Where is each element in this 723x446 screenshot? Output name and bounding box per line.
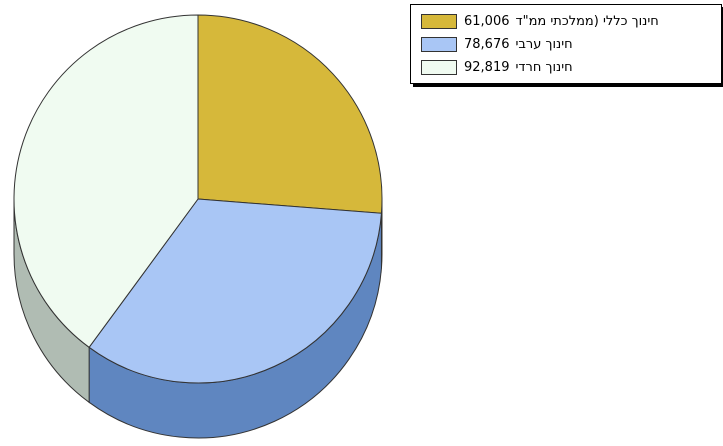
legend: 61,006 חינוך כללי (ממלכתי ממ"ד 78,676 חי…	[410, 4, 722, 84]
pie-slice-arab-education	[88, 198, 382, 384]
pie-slice-general-education	[197, 14, 383, 214]
legend-swatch-arab-education	[421, 36, 457, 52]
legend-label-arab-education: חינוך ערבי	[515, 36, 573, 52]
legend-item-haredi-education: 92,819 חינוך חרדי	[421, 57, 573, 77]
legend-value-haredi-education: 92,819	[464, 59, 510, 75]
pie-slice-haredi-education	[13, 14, 199, 349]
legend-value-general-education: 61,006	[464, 13, 510, 29]
pie-top-layer	[13, 14, 383, 384]
legend-value-arab-education: 78,676	[464, 36, 510, 52]
legend-swatch-haredi-education	[421, 59, 457, 75]
legend-label-haredi-education: חינוך חרדי	[515, 59, 573, 75]
legend-item-arab-education: 78,676 חינוך ערבי	[421, 34, 573, 54]
legend-item-general-education: 61,006 חינוך כללי (ממלכתי ממ"ד	[421, 11, 659, 31]
legend-swatch-general-education	[421, 13, 457, 29]
legend-label-general-education: חינוך כללי (ממלכתי ממ"ד	[515, 13, 659, 29]
